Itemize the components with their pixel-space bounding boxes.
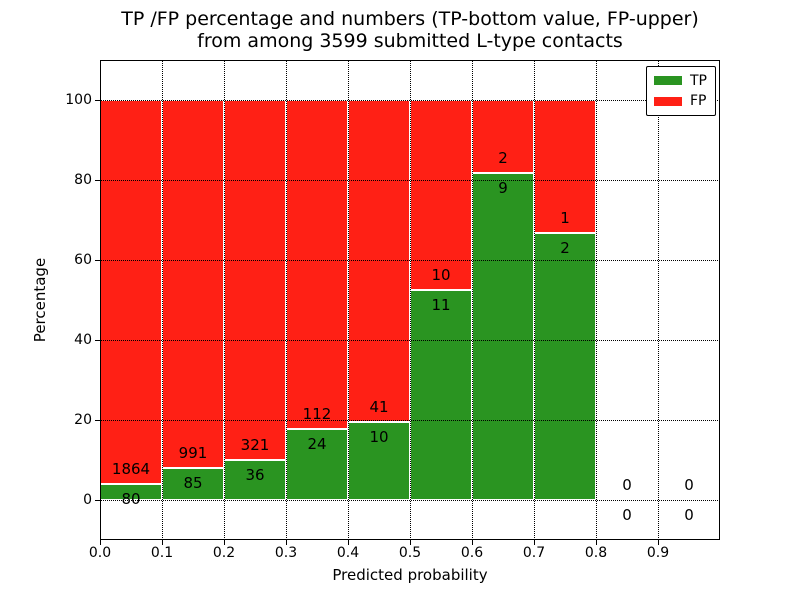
- tp-bar-segment: [410, 290, 472, 500]
- x-gridline: [286, 60, 287, 540]
- y-gridline: [100, 260, 720, 261]
- tp-legend-swatch: [654, 76, 682, 86]
- fp-count-label: 1864: [111, 459, 151, 478]
- tp-count-label: 0: [622, 506, 632, 524]
- y-gridline: [100, 420, 720, 421]
- y-gridline: [100, 340, 720, 341]
- chart-title-line1: TP /FP percentage and numbers (TP-bottom…: [121, 8, 699, 30]
- y-tick-label: 0: [83, 491, 92, 508]
- y-tick: [95, 180, 100, 181]
- x-gridline: [162, 60, 163, 540]
- tp-legend-label: TP: [690, 72, 707, 89]
- fp-count-label: 1: [560, 209, 570, 228]
- x-gridline: [534, 60, 535, 540]
- tp-count-label: 24: [307, 435, 327, 454]
- y-gridline: [100, 500, 720, 501]
- x-tick: [658, 540, 659, 545]
- x-tick: [162, 540, 163, 545]
- x-tick-label: 0.2: [212, 545, 236, 561]
- tp-bar-segment: [286, 429, 348, 500]
- x-tick: [348, 540, 349, 545]
- x-gridline: [410, 60, 411, 540]
- legend-entry-fp: FP: [654, 94, 708, 108]
- fp-bar-segment: [224, 100, 286, 460]
- x-tick-label: 0.7: [522, 545, 546, 561]
- y-tick-label: 100: [65, 91, 92, 108]
- x-gridline: [472, 60, 473, 540]
- tp-count-label: 80: [121, 489, 141, 508]
- y-tick-label: 40: [74, 331, 92, 348]
- y-tick: [95, 500, 100, 501]
- fp-count-label: 2: [498, 148, 508, 167]
- x-gridline: [596, 60, 597, 540]
- tp-count-label: 10: [369, 427, 389, 446]
- x-gridline: [348, 60, 349, 540]
- x-tick: [410, 540, 411, 545]
- y-tick: [95, 260, 100, 261]
- legend: TP FP: [646, 66, 716, 116]
- x-tick-label: 0.6: [460, 545, 484, 561]
- x-tick-label: 0.3: [274, 545, 298, 561]
- fp-legend-label: FP: [690, 93, 707, 110]
- fp-count-label: 0: [622, 476, 632, 494]
- tp-count-label: 36: [245, 465, 265, 484]
- x-tick: [100, 540, 101, 545]
- x-tick-label: 0.1: [150, 545, 174, 561]
- y-gridline: [100, 100, 720, 101]
- fp-count-label: 41: [369, 397, 389, 416]
- x-tick: [596, 540, 597, 545]
- tp-bar-segment: [534, 233, 596, 500]
- x-tick: [472, 540, 473, 545]
- tp-bar-segment: [472, 172, 534, 500]
- fp-count-label: 991: [178, 444, 208, 463]
- fp-bar-segment: [162, 100, 224, 469]
- x-tick: [224, 540, 225, 545]
- y-tick: [95, 340, 100, 341]
- fp-bar-segment: [286, 100, 348, 430]
- fp-count-label: 0: [684, 476, 694, 494]
- x-tick-label: 0.4: [336, 545, 360, 561]
- fp-bar-segment: [100, 100, 162, 484]
- y-axis-label: Percentage: [31, 257, 49, 343]
- x-axis-label: Predicted probability: [332, 566, 488, 584]
- tp-count-label: 85: [183, 474, 203, 493]
- legend-entry-tp: TP: [654, 74, 708, 88]
- x-tick: [286, 540, 287, 545]
- fp-count-label: 321: [240, 435, 270, 454]
- fp-count-label: 10: [431, 266, 451, 285]
- x-tick-label: 0.5: [398, 545, 422, 561]
- y-tick: [95, 420, 100, 421]
- y-tick: [95, 100, 100, 101]
- fp-bar-segment: [410, 100, 472, 291]
- x-tick: [534, 540, 535, 545]
- x-tick-label: 0.0: [88, 545, 112, 561]
- tp-count-label: 11: [431, 296, 451, 315]
- fp-count-label: 112: [302, 405, 332, 424]
- chart-title-line2: from among 3599 submitted L-type contact…: [197, 30, 623, 52]
- tp-bar-segment: [162, 468, 224, 500]
- y-tick-label: 80: [74, 171, 92, 188]
- tp-count-label: 9: [498, 178, 508, 197]
- tp-count-label: 0: [684, 506, 694, 524]
- y-tick-label: 20: [74, 411, 92, 428]
- x-tick-label: 0.9: [646, 545, 670, 561]
- tp-count-label: 2: [560, 239, 570, 258]
- x-tick-label: 0.8: [584, 545, 608, 561]
- y-tick-label: 60: [74, 251, 92, 268]
- y-gridline: [100, 180, 720, 181]
- x-gridline: [224, 60, 225, 540]
- fp-legend-swatch: [654, 96, 682, 106]
- x-gridline: [658, 60, 659, 540]
